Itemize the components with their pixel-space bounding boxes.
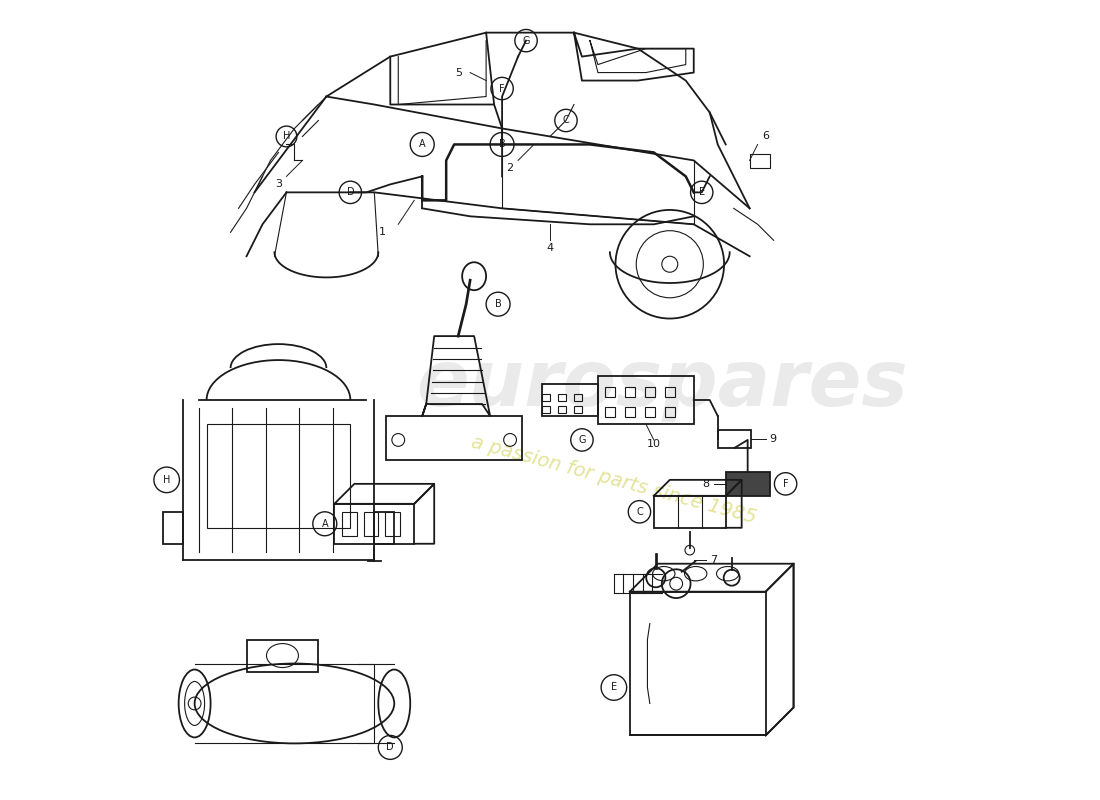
Bar — [246, 639, 318, 671]
Bar — [750, 154, 770, 169]
Bar — [630, 592, 766, 735]
Text: a passion for parts since 1985: a passion for parts since 1985 — [470, 433, 759, 527]
Text: E: E — [610, 682, 617, 693]
Bar — [558, 406, 566, 413]
Bar — [207, 424, 350, 528]
Bar — [726, 472, 770, 496]
Text: A: A — [419, 139, 426, 150]
Bar — [385, 512, 400, 536]
Text: eurospares: eurospares — [416, 346, 908, 422]
Text: H: H — [283, 131, 290, 142]
Bar — [163, 512, 183, 544]
Bar — [645, 407, 654, 417]
Bar — [605, 387, 615, 397]
Text: E: E — [698, 187, 705, 198]
Bar — [558, 394, 566, 401]
Bar — [386, 416, 522, 460]
Text: 10: 10 — [647, 439, 661, 449]
Bar — [542, 406, 550, 413]
Bar — [364, 512, 378, 536]
Text: 1: 1 — [378, 227, 386, 238]
Bar — [342, 512, 356, 536]
Bar — [605, 407, 615, 417]
Bar — [574, 406, 582, 413]
Bar — [542, 394, 550, 401]
Bar — [598, 376, 694, 424]
Text: B: B — [498, 139, 506, 150]
Text: 9: 9 — [770, 434, 777, 444]
Bar — [334, 504, 415, 544]
Text: C: C — [562, 115, 570, 126]
Text: B: B — [495, 299, 502, 309]
Text: 5: 5 — [455, 67, 462, 78]
Text: 3: 3 — [275, 179, 282, 190]
Bar — [574, 394, 582, 401]
Bar — [666, 387, 674, 397]
Bar — [625, 387, 635, 397]
Text: H: H — [163, 475, 170, 485]
Text: A: A — [321, 518, 328, 529]
Text: C: C — [636, 507, 642, 517]
Bar — [374, 512, 394, 544]
Text: 8: 8 — [703, 479, 710, 489]
Bar — [717, 430, 751, 448]
Bar — [666, 407, 674, 417]
Text: G: G — [522, 36, 530, 46]
Text: D: D — [386, 742, 394, 752]
Text: F: F — [499, 83, 505, 94]
Bar — [645, 387, 654, 397]
Text: 2: 2 — [506, 163, 514, 174]
Bar — [625, 407, 635, 417]
Bar — [542, 384, 598, 416]
Text: F: F — [783, 479, 789, 489]
Text: D: D — [346, 187, 354, 198]
Text: G: G — [579, 435, 585, 445]
Text: 7: 7 — [710, 554, 717, 565]
Bar — [653, 496, 726, 528]
Text: 4: 4 — [547, 243, 553, 254]
Text: 6: 6 — [762, 131, 769, 142]
